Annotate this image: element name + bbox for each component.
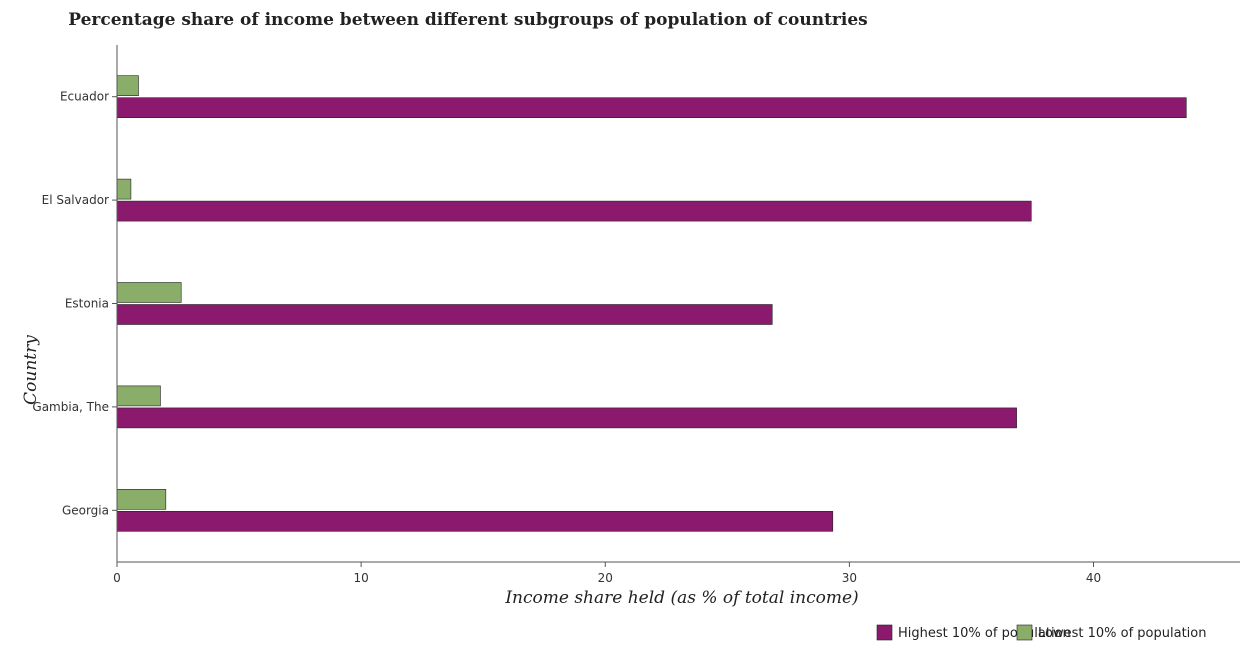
y-axis-label: Country xyxy=(21,335,41,405)
x-tick-label-4: 40 xyxy=(1086,571,1101,585)
bar-lowest-3 xyxy=(116,385,161,407)
bar-lowest-4 xyxy=(116,488,167,510)
bar-lowest-1 xyxy=(116,178,132,200)
y-tick-label-0: Ecuador xyxy=(60,90,109,104)
x-tick-label-0: 0 xyxy=(113,571,121,585)
axes: Ecuador El Salvador Estonia Gambia, The Geor… xyxy=(32,45,1240,585)
y-tick-label-4: Georgia xyxy=(62,503,109,517)
x-tick-label-1: 10 xyxy=(353,571,368,585)
legend-swatch-0 xyxy=(876,624,893,641)
bar-lowest-2 xyxy=(116,282,182,303)
bar-highest-3 xyxy=(116,407,1017,429)
plot-area xyxy=(116,75,1187,532)
legend-label-1: Lowest 10% of population xyxy=(1038,626,1206,641)
y-tick-label-1: El Salvador xyxy=(42,193,109,207)
legend-swatch-1 xyxy=(1016,624,1033,641)
bar-highest-0 xyxy=(116,97,1187,118)
y-tick-label-3: Gambia, The xyxy=(32,400,109,414)
bar-highest-4 xyxy=(116,510,834,532)
y-tick-label-2: Estonia xyxy=(65,297,109,311)
x-tick-label-3: 30 xyxy=(842,571,857,585)
x-axis-label: Income share held (as % of total income) xyxy=(504,588,858,608)
bar-highest-1 xyxy=(116,200,1032,222)
chart-title: Percentage share of income between diffe… xyxy=(68,10,867,30)
bar-lowest-0 xyxy=(116,75,139,96)
bar-highest-2 xyxy=(116,304,773,325)
x-tick-label-2: 20 xyxy=(598,571,613,585)
